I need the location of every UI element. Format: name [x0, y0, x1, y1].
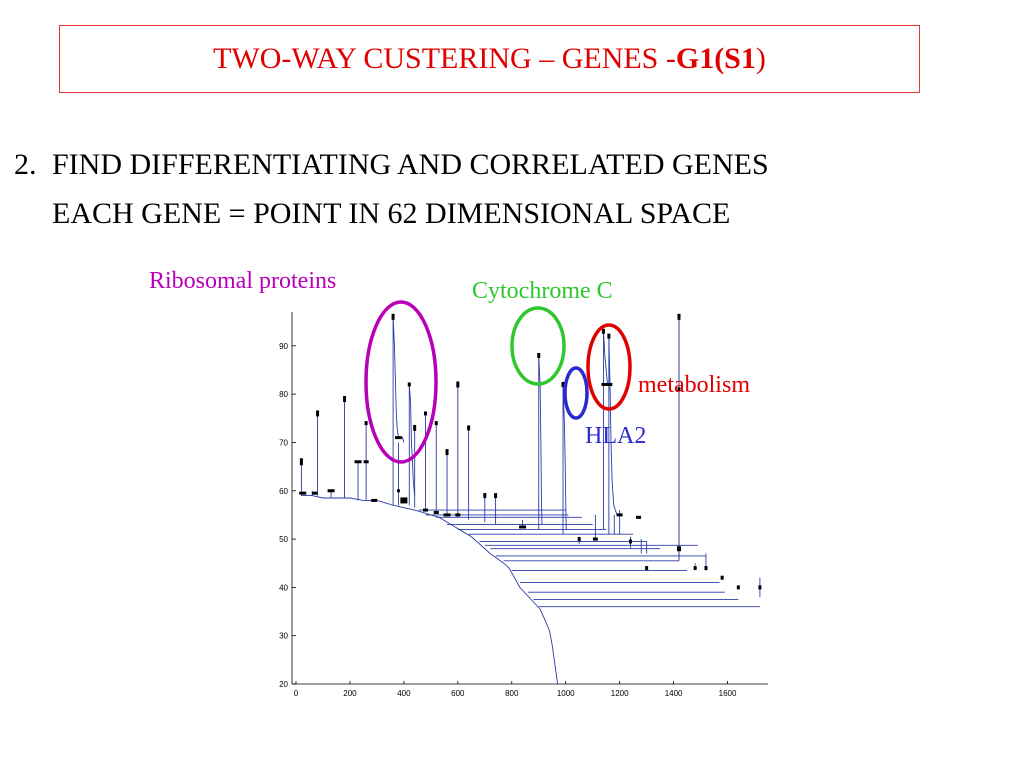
leaf-marker: [628, 539, 632, 544]
leaf-marker: [561, 381, 565, 387]
y-tick-label: 40: [279, 583, 288, 592]
metabolism-ellipse: [586, 323, 632, 411]
leaf-marker: [364, 421, 368, 426]
leaf-marker: [677, 313, 681, 320]
leaf-marker: [299, 491, 307, 495]
leaf-marker: [343, 395, 347, 402]
leaf-marker: [636, 515, 642, 519]
leaf-marker: [354, 460, 362, 464]
leaf-marker: [443, 513, 451, 517]
cytochrome-label: Cytochrome C: [472, 278, 613, 304]
title-suffix: ): [755, 42, 766, 75]
leaf-marker: [720, 575, 724, 580]
leaf-marker: [400, 497, 408, 504]
x-tick-label: 200: [343, 689, 357, 698]
x-tick-label: 1400: [665, 689, 683, 698]
plot-axes: 20 30 40 50 60 70 80 90 0 200 400 600 800 1000 1200 140…: [279, 312, 768, 698]
leaf-marker: [363, 460, 369, 464]
leaf-marker: [676, 546, 681, 552]
leaf-marker: [312, 491, 318, 495]
hla2-ellipse: [563, 366, 589, 420]
hla2-label: HLA2: [585, 423, 647, 449]
leaf-marker: [693, 566, 697, 571]
y-tick-label: 50: [279, 535, 288, 544]
leaf-marker: [736, 585, 740, 590]
leaf-marker: [396, 489, 400, 493]
highlight-ellipses: [364, 300, 632, 464]
leaf-marker: [407, 382, 411, 387]
leaf-marker: [537, 352, 541, 358]
leaf-marker: [394, 436, 402, 440]
leaf-marker: [299, 458, 303, 466]
leaf-marker: [371, 498, 378, 502]
point-line-2: EACH GENE = POINT IN 62 DIMENSIONAL SPAC…: [52, 197, 730, 231]
leaf-marker: [413, 424, 417, 431]
metabolism-subtree: [603, 331, 612, 385]
hla2-subtree: [562, 384, 567, 530]
x-tick-label: 1600: [719, 689, 737, 698]
leaf-marker: [607, 333, 611, 339]
x-tick-label: 400: [397, 689, 411, 698]
point-text-2: EACH GENE = POINT IN 62 DIMENSIONAL SPAC…: [52, 197, 731, 230]
leaf-marker: [592, 537, 598, 541]
cytochrome-ellipse: [510, 306, 566, 386]
leaf-marker: [433, 510, 439, 514]
leaf-marker: [327, 489, 335, 493]
leaf-marker: [445, 449, 449, 456]
ribosomal-subtree-2: [408, 384, 416, 496]
title-prefix: TWO-WAY CUSTERING – GENES -: [213, 42, 676, 75]
cytochrome-subtree: [538, 355, 543, 525]
leaf-marker: [434, 421, 438, 426]
title-bold: G1(S1: [675, 42, 756, 75]
x-tick-label: 1000: [557, 689, 575, 698]
leaf-marker: [456, 381, 460, 388]
point-number: 2.: [14, 148, 37, 181]
y-tick-label: 70: [279, 438, 288, 447]
point-line-1: 2. FIND DIFFERENTIATING AND CORRELATED GE…: [14, 148, 769, 182]
leaf-marker: [704, 566, 708, 571]
slide-title: TWO-WAY CUSTERING – GENES - G1(S1): [59, 25, 920, 93]
leaf-marker: [391, 313, 395, 320]
leaf-marker: [519, 525, 527, 529]
y-tick-label: 90: [279, 342, 288, 351]
leaf-marker: [601, 382, 606, 386]
leaf-marker: [601, 328, 605, 334]
x-tick-label: 600: [451, 689, 465, 698]
y-tick-label: 30: [279, 632, 288, 641]
y-tick-label: 20: [279, 680, 288, 689]
leaf-marker: [423, 411, 427, 416]
y-tick-label: 80: [279, 390, 288, 399]
leaf-marker: [494, 493, 498, 499]
leaf-marker: [455, 513, 461, 517]
point-text-1: FIND DIFFERENTIATING AND CORRELATED GENE…: [52, 148, 769, 181]
leaf-marker: [467, 425, 471, 431]
x-tick-label: 1200: [611, 689, 629, 698]
leaf-marker: [616, 513, 623, 517]
ribosomal-subtree: [392, 316, 405, 443]
leaf-marker: [483, 493, 487, 499]
leaf-marker: [605, 382, 613, 386]
leaf-marker: [677, 387, 681, 392]
metabolism-label: metabolism: [638, 372, 750, 398]
leaf-marker: [758, 585, 762, 590]
leaf-marker: [645, 566, 649, 571]
x-tick-label: 0: [294, 689, 299, 698]
ribosomal-label: Ribosomal proteins: [149, 268, 337, 294]
ribosomal-ellipse: [364, 300, 438, 464]
y-tick-label: 60: [279, 487, 288, 496]
main-trunk: [301, 495, 559, 685]
leaf-marker: [422, 508, 428, 512]
x-tick-label: 800: [505, 689, 519, 698]
leaf-marker: [577, 537, 581, 542]
dendrogram-tree: [299, 313, 762, 685]
leaf-marker: [316, 410, 320, 417]
